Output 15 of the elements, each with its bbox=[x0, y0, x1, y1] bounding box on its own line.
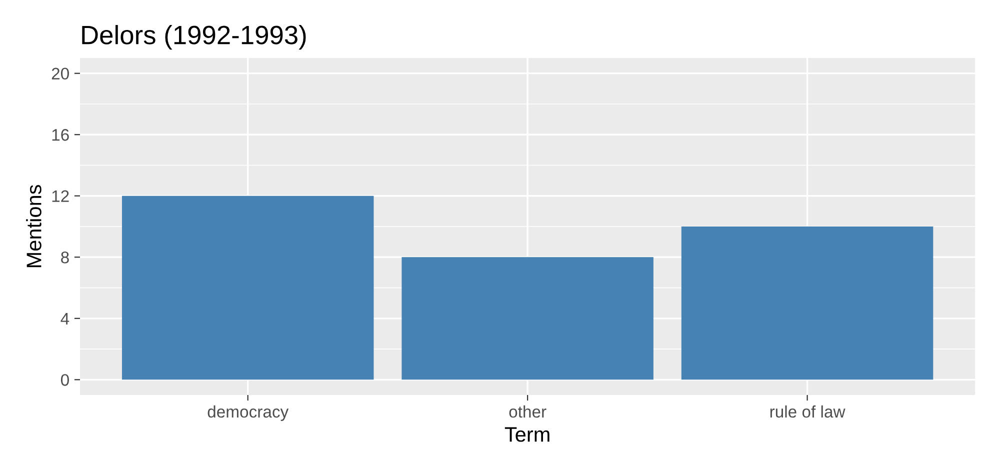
x-tick-label: democracy bbox=[208, 405, 289, 421]
bar bbox=[122, 196, 374, 380]
y-tick-label: 12 bbox=[52, 190, 69, 202]
x-tick-label: rule of law bbox=[770, 405, 846, 418]
y-tick-label: 20 bbox=[52, 68, 69, 80]
chart-title: Delors (1992-1993) bbox=[82, 25, 306, 50]
bar bbox=[681, 226, 934, 380]
y-tick-label: 8 bbox=[61, 252, 69, 264]
y-tick-label: 16 bbox=[52, 129, 69, 141]
y-axis-title: Mentions bbox=[26, 184, 42, 268]
y-tick-label: 4 bbox=[60, 312, 70, 324]
y-tick-label: 0 bbox=[60, 374, 69, 386]
x-tick-label: other bbox=[509, 405, 546, 418]
bar bbox=[402, 257, 654, 380]
x-axis-title: Term bbox=[504, 427, 550, 442]
